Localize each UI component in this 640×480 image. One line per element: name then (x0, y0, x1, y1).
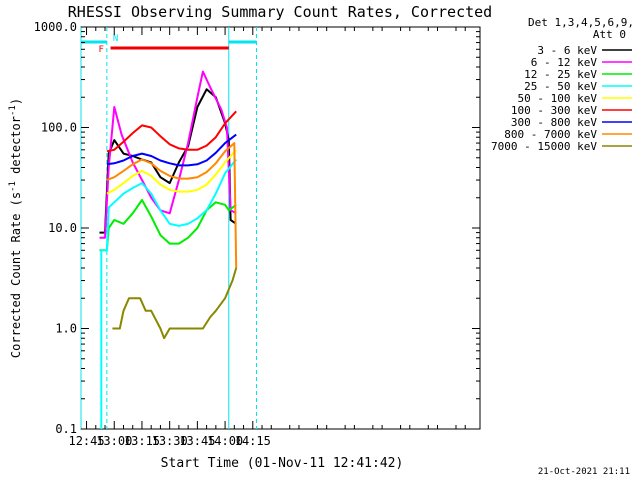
series-line-9 (112, 267, 238, 340)
legend-header-1: Det 1,3,4,5,6,9, (528, 16, 634, 29)
generation-timestamp: 21-Oct-2021 21:11 (538, 467, 630, 477)
x-tick-label: 13:15 (124, 434, 160, 448)
legend-label-1: 3 - 6 keV (537, 44, 597, 57)
legend-label-4: 25 - 50 keV (524, 80, 597, 93)
axes: 1000.0 100.0 10.0 1.0 0.112:4513:0013:1513:3… (34, 20, 480, 448)
y-tick-label: 100.0 (41, 121, 77, 135)
y-tick-label: 10.0 (48, 221, 77, 235)
y-tick-label: 0.1 (55, 422, 77, 436)
chart-title: RHESSI Observing Summary Count Rates, Co… (68, 3, 492, 21)
legend-label-3: 12 - 25 keV (524, 68, 597, 81)
y-axis-label: Corrected Count Rate (s-1 detector-1) (8, 98, 23, 358)
series-line-7 (106, 133, 237, 167)
series-line-5 (106, 149, 237, 195)
x-tick-label: 13:00 (96, 434, 132, 448)
legend-header-2: Att 0 (593, 28, 626, 41)
series-line-4 (100, 158, 237, 429)
series-lines (99, 70, 238, 429)
series-line-2 (99, 70, 237, 239)
x-tick-label: 14:00 (207, 434, 243, 448)
night-flag-label: N (113, 34, 118, 44)
series-line-8 (106, 142, 238, 269)
legend-label-8: 800 - 7000 keV (504, 128, 597, 141)
x-tick-label: 12:45 (68, 434, 104, 448)
y-axis-label-sup2: -1 (8, 105, 18, 116)
series-line-6 (106, 110, 237, 153)
y-axis-label-sup1: -1 (8, 181, 18, 192)
legend-label-5: 50 - 100 keV (518, 92, 598, 105)
x-tick-label: 14:15 (235, 434, 271, 448)
legend-label-7: 300 - 800 keV (511, 116, 597, 129)
y-axis-label-mid: detector (9, 116, 23, 181)
legend-label-9: 7000 - 15000 keV (491, 140, 597, 153)
x-tick-label: 13:45 (179, 434, 215, 448)
y-axis-label-main: Corrected Count Rate (s (9, 192, 23, 358)
x-axis-label: Start Time (01-Nov-11 12:41:42) (161, 456, 404, 471)
x-tick-label: 13:30 (152, 434, 188, 448)
y-axis-label-end: ) (9, 98, 23, 105)
flare-flag-label: F (99, 45, 104, 55)
y-tick-label: 1000.0 (34, 20, 77, 34)
legend-label-2: 6 - 12 keV (531, 56, 598, 69)
series-line-3 (99, 199, 237, 252)
legend-label-6: 100 - 300 keV (511, 104, 597, 117)
y-tick-label: 1.0 (55, 322, 77, 336)
